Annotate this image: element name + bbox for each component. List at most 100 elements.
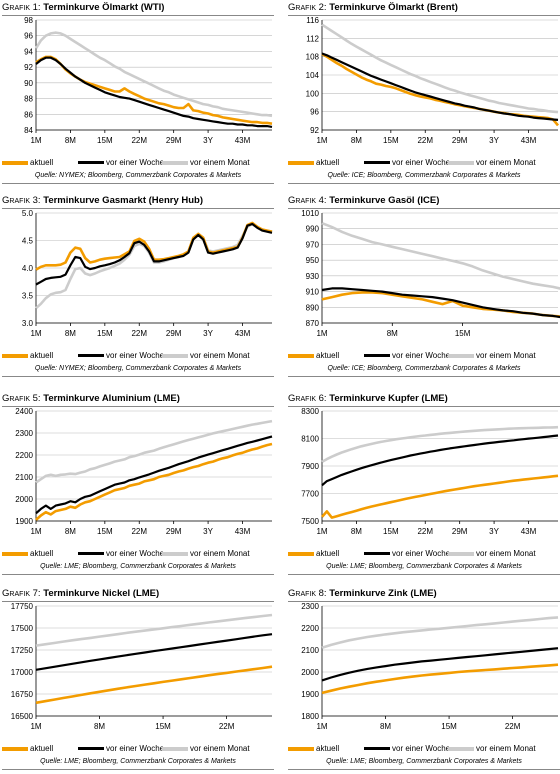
y-tick-label: 104 xyxy=(306,71,320,80)
legend-swatch xyxy=(364,354,390,358)
legend-item: aktuell xyxy=(288,744,339,753)
series-line-vor-einem-monat xyxy=(35,613,273,647)
legend-item: vor einer Woche xyxy=(78,744,164,753)
source-rule xyxy=(288,183,560,184)
series-line-vor-einer-woche xyxy=(321,287,560,319)
legend-item: vor einem Monat xyxy=(448,744,536,753)
x-tick-label: 15M xyxy=(455,329,471,338)
legend-swatch xyxy=(162,160,188,165)
x-tick-label: 8M xyxy=(387,329,398,338)
legend-swatch xyxy=(162,353,188,358)
legend-swatch xyxy=(288,746,314,751)
chart-source: Quelle: ICE; Bloomberg, Commerzbank Corp… xyxy=(327,365,521,372)
y-tick-label: 17750 xyxy=(11,602,34,611)
x-tick-label: 15M xyxy=(155,722,171,731)
chart-title: Grafik 7: Terminkurve Nickel (LME) xyxy=(2,588,274,599)
legend-swatch xyxy=(288,551,314,556)
chart-number: Grafik 3: xyxy=(2,195,41,206)
y-tick-label: 88 xyxy=(24,95,33,104)
source-rule xyxy=(2,769,274,770)
chart-number: Grafik 8: xyxy=(288,588,327,599)
x-tick-label: 43M xyxy=(235,329,251,338)
legend-swatch xyxy=(448,160,474,165)
legend-item: vor einer Woche xyxy=(78,549,164,558)
y-tick-label: 2300 xyxy=(301,602,319,611)
legend-label: vor einer Woche xyxy=(392,549,451,558)
x-tick-label: 15M xyxy=(97,329,113,338)
series-line-vor-einem-monat xyxy=(321,425,559,464)
series-line-vor-einer-woche xyxy=(35,435,273,515)
chart-title-text: Terminkurve Gasöl (ICE) xyxy=(326,195,440,206)
x-tick-label: 8M xyxy=(351,527,362,536)
legend-swatch xyxy=(448,746,474,751)
legend-label: vor einem Monat xyxy=(476,158,536,167)
chart-legend: aktuell vor einer Woche vor einem Monat xyxy=(288,549,560,560)
chart-title-text: Terminkurve Kupfer (LME) xyxy=(326,393,448,404)
legend-item: vor einem Monat xyxy=(448,158,536,167)
legend-item: vor einer Woche xyxy=(364,549,450,558)
chart-panel-4: Grafik 4: Terminkurve Gasöl (ICE) 870 890 9… xyxy=(288,195,560,381)
legend-swatch xyxy=(288,353,314,358)
source-rule xyxy=(288,769,560,770)
y-tick-label: 96 xyxy=(310,108,319,117)
legend-label: aktuell xyxy=(316,549,340,558)
legend-swatch xyxy=(78,161,104,165)
y-tick-label: 2000 xyxy=(301,668,319,677)
legend-label: aktuell xyxy=(30,549,54,558)
series-line-vor-einem-monat xyxy=(35,419,273,484)
chart-svg: 7500 7700 7900 8100 8300 1M 8M 15M 22M 29M 3Y 43M xyxy=(301,407,559,536)
legend-label: aktuell xyxy=(316,351,340,360)
legend-item: aktuell xyxy=(288,158,339,167)
y-tick-label: 92 xyxy=(24,63,33,72)
y-tick-label: 2000 xyxy=(15,495,33,504)
x-tick-label: 8M xyxy=(65,527,76,536)
chart-panel-8: Grafik 8: Terminkurve Zink (LME) 1800 1900… xyxy=(288,588,560,774)
x-tick-label: 29M xyxy=(166,527,182,536)
chart-svg: 870 890 910 930 950 970 990 1010 1M 8M 15M xyxy=(301,209,560,338)
x-tick-label: 15M xyxy=(97,527,113,536)
legend-item: vor einem Monat xyxy=(162,158,250,167)
y-tick-label: 910 xyxy=(306,288,320,297)
title-rule xyxy=(2,406,274,407)
chart-svg: 16500 16750 17000 17250 17500 17750 1M 8M 15M 22M xyxy=(11,602,273,731)
chart-legend: aktuell vor einer Woche vor einem Monat xyxy=(288,158,560,169)
y-tick-label: 16500 xyxy=(11,712,34,721)
chart-title-text: Terminkurve Nickel (LME) xyxy=(40,588,160,599)
x-tick-label: 15M xyxy=(441,722,457,731)
legend-item: aktuell xyxy=(288,351,339,360)
y-tick-label: 1800 xyxy=(301,712,319,721)
y-tick-label: 2200 xyxy=(15,451,33,460)
legend-label: aktuell xyxy=(30,351,54,360)
chart-panel-6: Grafik 6: Terminkurve Kupfer (LME) 7500 77… xyxy=(288,393,560,579)
chart-svg: 1900 2000 2100 2200 2300 2400 1M 8M 15M 22M 29M 3Y 4… xyxy=(15,407,273,536)
y-tick-label: 990 xyxy=(306,225,320,234)
chart-source: Quelle: NYMEX; Bloomberg, Commerzbank Co… xyxy=(34,172,242,179)
series-line-vor-einer-woche xyxy=(35,222,273,286)
y-tick-label: 950 xyxy=(306,256,320,265)
chart-svg: 92 96 100 104 108 112 116 1M 8M 15M 22M 29M 3Y 43M xyxy=(306,16,560,145)
legend-label: aktuell xyxy=(30,744,54,753)
legend-item: vor einer Woche xyxy=(78,351,164,360)
legend-item: vor einem Monat xyxy=(162,351,250,360)
legend-label: aktuell xyxy=(316,744,340,753)
series-line-vor-einer-woche xyxy=(321,434,559,487)
x-tick-label: 29M xyxy=(166,329,182,338)
legend-swatch xyxy=(2,160,28,165)
legend-label: vor einer Woche xyxy=(106,351,165,360)
series-line-vor-einer-woche xyxy=(35,56,273,128)
legend-item: aktuell xyxy=(2,549,53,558)
legend-label: aktuell xyxy=(30,158,54,167)
y-tick-label: 5.0 xyxy=(22,209,34,218)
y-tick-label: 92 xyxy=(310,126,319,135)
series-line-aktuell xyxy=(35,665,273,705)
series-line-vor-einer-woche xyxy=(321,52,559,121)
y-tick-label: 970 xyxy=(306,240,320,249)
y-tick-label: 16750 xyxy=(11,690,34,699)
chart-number: Grafik 5: xyxy=(2,393,41,404)
legend-swatch xyxy=(364,552,390,556)
series-line-vor-einem-monat xyxy=(321,23,559,114)
legend-item: vor einem Monat xyxy=(162,549,250,558)
legend-item: aktuell xyxy=(2,351,53,360)
chart-legend: aktuell vor einer Woche vor einem Monat xyxy=(2,744,274,755)
y-tick-label: 930 xyxy=(306,272,320,281)
